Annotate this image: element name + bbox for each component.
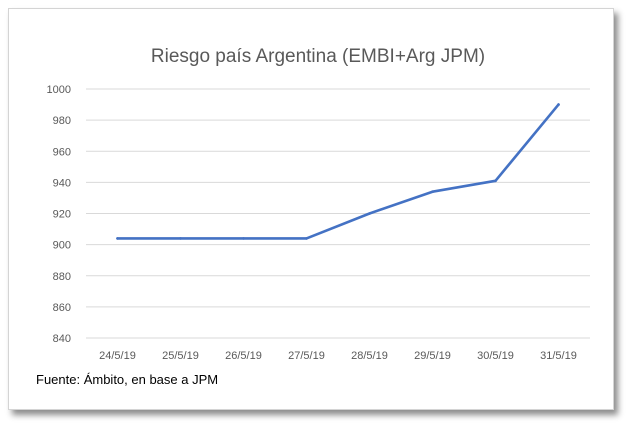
data-point-30/5/19: [494, 179, 497, 183]
series-line-0: [116, 103, 560, 240]
x-tick-label-28/5/19: 28/5/19: [351, 350, 388, 362]
y-tick-label-900: 900: [53, 240, 71, 252]
x-axis-tick-labels: 24/5/19 25/5/19 26/5/19 27/5/19 28/5/19 29/5/…: [99, 350, 577, 362]
y-tick-label-880: 880: [53, 271, 71, 283]
chart-title: Riesgo país Argentina (EMBI+Arg JPM): [151, 46, 485, 67]
y-axis-tick-labels: 840 860 880 900 920 940 960 980 1000: [47, 84, 71, 345]
x-tick-label-31/5/19: 31/5/19: [540, 350, 577, 362]
y-tick-label-940: 940: [53, 177, 71, 189]
data-point-28/5/19: [368, 212, 371, 215]
x-tick-label-29/5/19: 29/5/19: [414, 350, 451, 362]
x-tick-label-25/5/19: 25/5/19: [162, 350, 199, 362]
x-tick-label-27/5/19: 27/5/19: [288, 350, 325, 362]
data-point-27/5/19: [305, 237, 308, 240]
source-note: Fuente: Ámbito, en base a JPM: [36, 372, 219, 387]
x-tick-label-24/5/19: 24/5/19: [99, 350, 136, 362]
data-point-29/5/19: [431, 190, 434, 194]
y-tick-label-1000: 1000: [47, 84, 71, 96]
data-point-24/5/19: [116, 237, 119, 240]
series-layer: [116, 103, 560, 240]
gridlines: [86, 88, 590, 339]
y-tick-label-920: 920: [53, 209, 71, 221]
y-tick-label-840: 840: [53, 333, 71, 345]
y-tick-label-960: 960: [53, 146, 71, 158]
data-point-25/5/19: [179, 237, 182, 240]
y-tick-label-980: 980: [53, 115, 71, 127]
data-point-26/5/19: [242, 237, 245, 240]
data-point-31/5/19: [557, 103, 560, 106]
chart-frame: [8, 8, 614, 410]
x-tick-label-26/5/19: 26/5/19: [225, 350, 262, 362]
y-tick-label-860: 860: [53, 302, 71, 314]
x-tick-label-30/5/19: 30/5/19: [477, 350, 514, 362]
